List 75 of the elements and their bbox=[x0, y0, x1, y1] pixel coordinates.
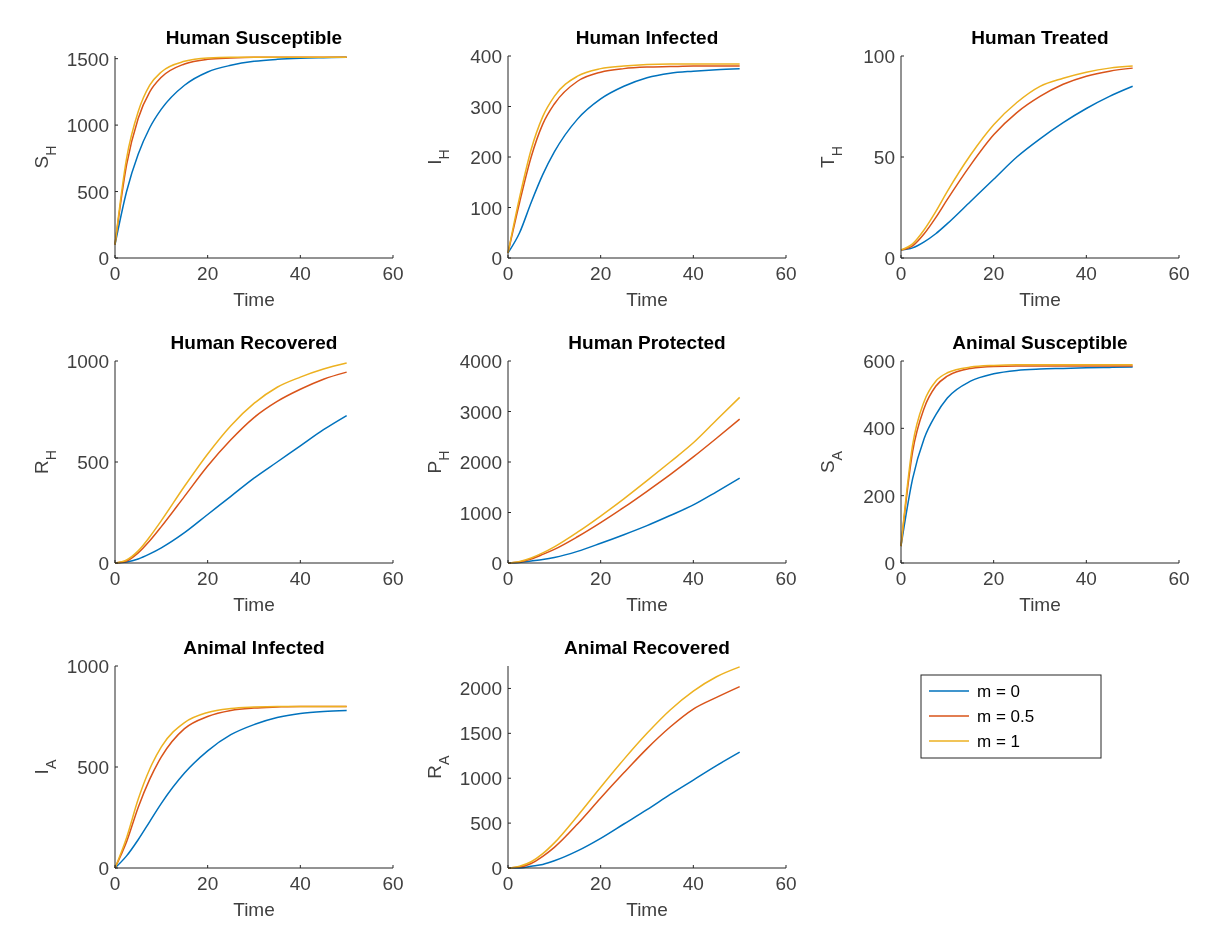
y-tick-label: 500 bbox=[77, 452, 109, 473]
y-tick-label: 100 bbox=[863, 46, 895, 67]
chart-title: Human Treated bbox=[971, 27, 1109, 48]
y-tick-label: 1500 bbox=[66, 48, 109, 70]
y-tick-label: 50 bbox=[873, 147, 895, 168]
chart-title: Animal Infected bbox=[183, 637, 325, 658]
x-axis-title: Time bbox=[626, 899, 668, 920]
x-tick-label: 20 bbox=[983, 568, 1005, 589]
x-axis-title: Time bbox=[233, 289, 275, 310]
x-tick-label: 60 bbox=[382, 873, 404, 894]
legend-label: m = 0 bbox=[977, 682, 1020, 701]
x-tick-label: 20 bbox=[590, 873, 612, 894]
x-tick-label: 40 bbox=[682, 873, 704, 894]
y-tick-label: 1000 bbox=[459, 502, 502, 524]
x-tick-label: 40 bbox=[289, 263, 311, 284]
y-tick-label: 1000 bbox=[66, 115, 109, 137]
y-tick-label: 0 bbox=[98, 858, 109, 879]
x-tick-label: 20 bbox=[590, 568, 612, 589]
y-tick-label: 2000 bbox=[459, 678, 502, 700]
y-tick-label: 200 bbox=[470, 147, 502, 168]
legend-label: m = 1 bbox=[977, 732, 1020, 751]
x-tick-label: 40 bbox=[682, 568, 704, 589]
y-tick-label: 300 bbox=[470, 96, 502, 118]
x-axis-title: Time bbox=[626, 594, 668, 615]
x-tick-label: 60 bbox=[1168, 263, 1190, 284]
x-tick-label: 20 bbox=[197, 263, 219, 284]
x-tick-label: 20 bbox=[983, 263, 1005, 284]
y-tick-label: 0 bbox=[98, 553, 109, 574]
chart-title: Animal Recovered bbox=[564, 637, 730, 658]
x-tick-label: 20 bbox=[197, 873, 219, 894]
y-tick-label: 1000 bbox=[66, 656, 109, 677]
x-tick-label: 40 bbox=[1075, 568, 1097, 589]
x-tick-label: 60 bbox=[775, 568, 797, 589]
y-tick-label: 0 bbox=[491, 553, 502, 574]
x-tick-label: 60 bbox=[1168, 568, 1190, 589]
y-tick-label: 400 bbox=[863, 418, 895, 440]
y-tick-label: 100 bbox=[470, 197, 502, 219]
x-tick-label: 60 bbox=[382, 568, 404, 589]
chart-title: Human Recovered bbox=[170, 332, 338, 353]
y-tick-label: 4000 bbox=[459, 351, 502, 372]
y-tick-label: 1000 bbox=[459, 768, 502, 790]
y-tick-label: 0 bbox=[884, 248, 895, 269]
x-tick-label: 40 bbox=[1075, 263, 1097, 284]
x-tick-label: 40 bbox=[289, 873, 311, 894]
chart-title: Animal Susceptible bbox=[952, 332, 1128, 353]
chart-title: Human Susceptible bbox=[165, 27, 343, 48]
x-tick-label: 40 bbox=[289, 568, 311, 589]
chart-title: Human Infected bbox=[575, 27, 719, 48]
x-tick-label: 60 bbox=[775, 263, 797, 284]
legend-label: m = 0.5 bbox=[977, 707, 1035, 726]
y-tick-label: 0 bbox=[884, 553, 895, 574]
y-tick-label: 1000 bbox=[66, 351, 109, 372]
y-tick-label: 500 bbox=[470, 813, 502, 835]
y-tick-label: 3000 bbox=[459, 401, 502, 423]
x-tick-label: 40 bbox=[682, 263, 704, 284]
x-axis-title: Time bbox=[233, 899, 275, 920]
y-tick-label: 0 bbox=[491, 858, 502, 879]
x-tick-label: 20 bbox=[197, 568, 219, 589]
y-tick-label: 1500 bbox=[459, 723, 502, 745]
x-axis-title: Time bbox=[626, 289, 668, 310]
y-tick-label: 500 bbox=[77, 181, 109, 203]
y-tick-label: 500 bbox=[77, 757, 109, 778]
chart-title: Human Protected bbox=[568, 332, 726, 353]
y-tick-label: 200 bbox=[863, 485, 895, 507]
x-tick-label: 20 bbox=[590, 263, 612, 284]
y-tick-label: 600 bbox=[863, 351, 895, 372]
x-axis-title: Time bbox=[1019, 289, 1061, 310]
y-tick-label: 400 bbox=[470, 46, 502, 67]
x-tick-label: 60 bbox=[775, 873, 797, 894]
x-axis-title: Time bbox=[1019, 594, 1061, 615]
y-tick-label: 0 bbox=[98, 248, 109, 269]
y-tick-label: 2000 bbox=[459, 452, 502, 473]
y-tick-label: 0 bbox=[491, 248, 502, 269]
x-axis-title: Time bbox=[233, 594, 275, 615]
x-tick-label: 60 bbox=[382, 263, 404, 284]
